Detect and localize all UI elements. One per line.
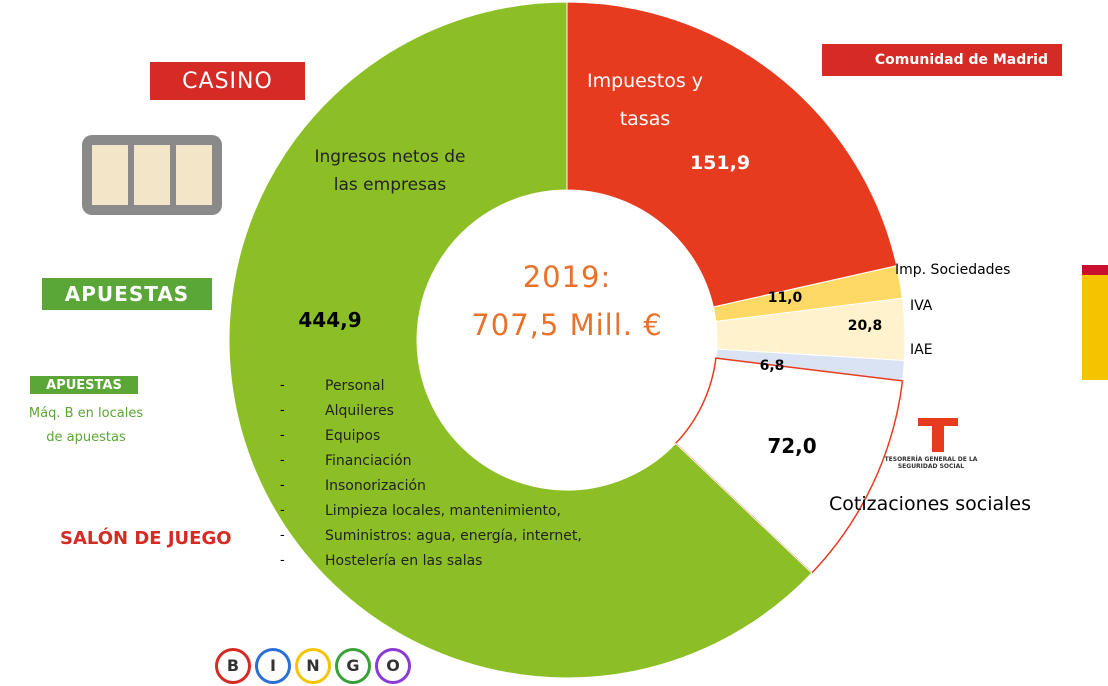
- casino-logo: CASINO: [150, 62, 305, 100]
- expense-item: Limpieza locales, mantenimiento,: [325, 503, 561, 519]
- bullet: -: [280, 403, 285, 418]
- value-label: 72,0: [767, 434, 817, 458]
- value-label: 151,9: [689, 152, 751, 174]
- bingo-ball: G: [335, 648, 371, 684]
- slice: [566, 1, 898, 308]
- value-label: 11,0: [767, 290, 803, 306]
- expense-item: Financiación: [325, 453, 412, 469]
- tesoreria-logo: TESORERÍA GENERAL DE LA SEGURIDAD SOCIAL: [884, 456, 978, 470]
- expense-item: Alquileres: [325, 403, 394, 419]
- slice-label: Impuestos y tasas: [586, 70, 704, 130]
- slice: [674, 357, 904, 575]
- bullet: -: [280, 428, 285, 443]
- slice-label: Cotizaciones sociales: [828, 493, 1031, 515]
- expense-item: Insonorización: [325, 478, 426, 494]
- expense-item: Suministros: agua, energía, internet,: [325, 528, 582, 544]
- bullet: -: [280, 378, 285, 393]
- slice-label: Imp. Sociedades: [895, 262, 1011, 278]
- bullet: -: [280, 553, 285, 568]
- bullet: -: [280, 528, 285, 543]
- slice: [228, 1, 813, 679]
- expense-item: Equipos: [325, 428, 381, 444]
- bingo-ball: I: [255, 648, 291, 684]
- bullet: -: [280, 478, 285, 493]
- salon-logo: SALÓN DE JUEGO: [60, 528, 232, 549]
- expense-item: Personal: [325, 378, 385, 394]
- center-label: 2019:: [522, 260, 612, 294]
- bullet: -: [280, 453, 285, 468]
- center-label: 707,5 Mill. €: [471, 308, 663, 342]
- value-label: 444,9: [298, 308, 362, 332]
- bingo-ball: B: [215, 648, 251, 684]
- apuestas-small-logo: APUESTAS: [30, 376, 138, 394]
- maq-b-label: Máq. B en locales de apuestas: [28, 406, 144, 445]
- spain-logo: [1082, 265, 1108, 380]
- slice-label: IAE: [910, 342, 933, 358]
- apuestas-logo: APUESTAS: [42, 278, 212, 310]
- slice-label: Ingresos netos de las empresas: [314, 147, 466, 195]
- bullet: -: [280, 503, 285, 518]
- tesoreria-icon: [918, 418, 958, 452]
- slice-label: IVA: [910, 298, 933, 314]
- madrid-logo: Comunidad de Madrid: [822, 44, 1062, 76]
- value-label: 20,8: [847, 318, 883, 334]
- slot-machine: [82, 135, 222, 215]
- expense-item: Hostelería en las salas: [325, 553, 483, 569]
- bingo-ball: O: [375, 648, 411, 684]
- value-label: 6,8: [759, 358, 785, 374]
- bingo-ball: N: [295, 648, 331, 684]
